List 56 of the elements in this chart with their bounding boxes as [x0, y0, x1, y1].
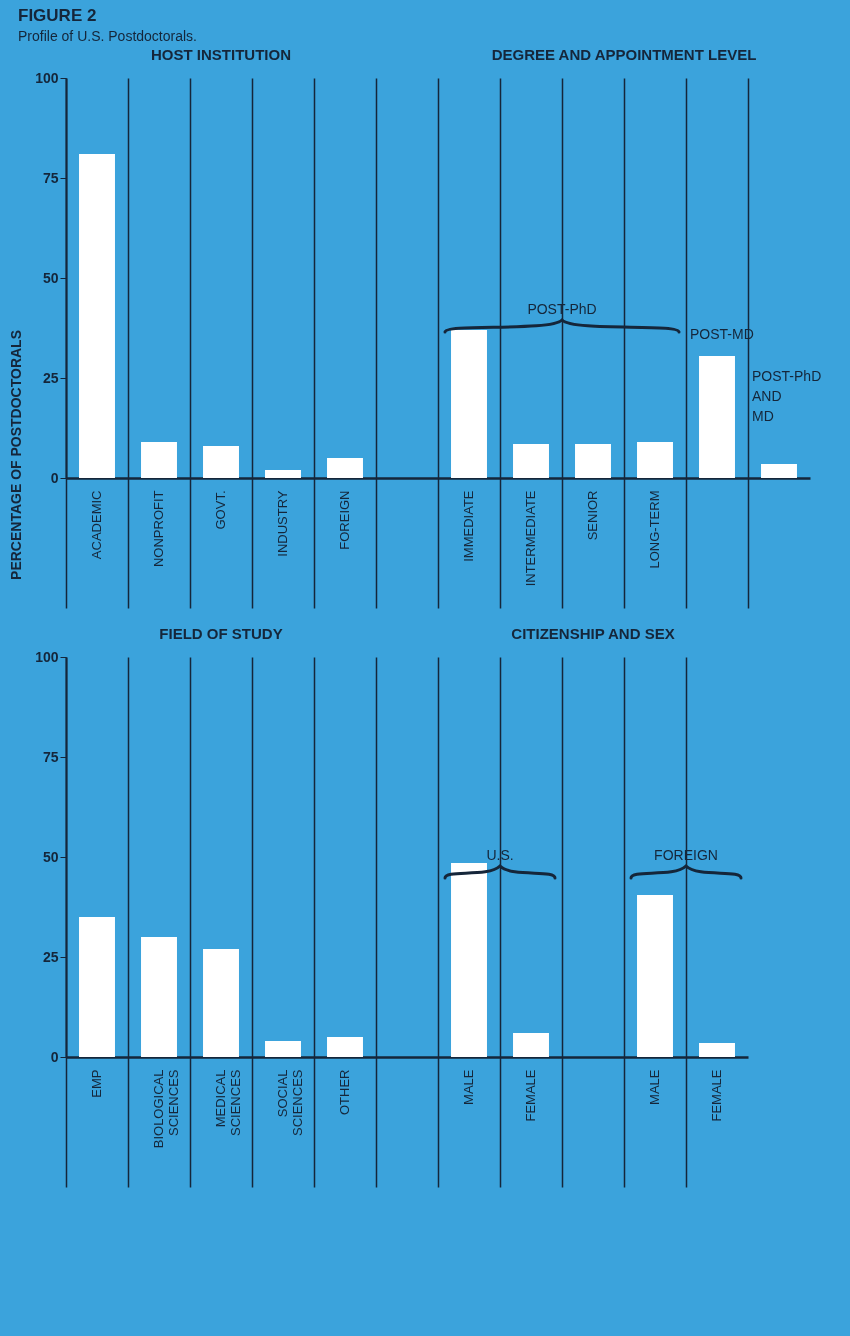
- bar: [265, 470, 301, 478]
- chart-title: FIGURE 2: [18, 6, 98, 26]
- bar: [79, 154, 115, 478]
- bar: [141, 937, 177, 1057]
- y-tick-label: 25: [42, 948, 59, 965]
- text: FIELD OF STUDY: [159, 625, 283, 642]
- x-tick-label: FOREIGN: [337, 490, 352, 550]
- x-tick-label: GOVT.: [213, 490, 228, 530]
- bar: [203, 949, 239, 1057]
- y-tick-label: 75: [42, 748, 59, 765]
- text: HOST INSTITUTION: [151, 46, 291, 63]
- bar: [575, 444, 611, 478]
- y-axis-title: PERCENTAGE OF POSTDOCTORALS: [8, 330, 24, 580]
- bar: [761, 464, 797, 478]
- x-tick-label: NONPROFIT: [151, 490, 166, 568]
- x-tick-label: IMMEDIATE: [461, 490, 476, 562]
- x-tick-label: FEMALE: [523, 1069, 538, 1122]
- bar: [451, 863, 487, 1057]
- y-tick-label: 50: [42, 269, 59, 286]
- bar: [203, 446, 239, 478]
- chart-subtitle: Profile of U.S. Postdoctorals.: [18, 28, 198, 44]
- x-tick-label: SOCIAL SCIENCES: [275, 1069, 305, 1136]
- x-tick-label: BIOLOGICAL SCIENCES: [151, 1069, 181, 1149]
- x-tick-label: LONG-TERM: [647, 490, 662, 569]
- bar: [141, 442, 177, 478]
- x-tick-label: OTHER: [337, 1069, 352, 1115]
- x-tick-label: MEDICAL SCIENCES: [213, 1069, 243, 1136]
- x-tick-label: FEMALE: [709, 1069, 724, 1122]
- y-tick-label: 25: [42, 369, 59, 386]
- bar: [513, 1033, 549, 1057]
- bar: [513, 444, 549, 478]
- text: CITIZENSHIP AND SEX: [511, 625, 675, 642]
- annotation: POST-PhD AND MD: [752, 368, 822, 424]
- x-tick-label: SENIOR: [585, 490, 600, 541]
- bar: [327, 458, 363, 478]
- y-tick-label: 100: [35, 648, 59, 665]
- x-tick-label: MALE: [461, 1069, 476, 1105]
- x-tick-label: INTERMEDIATE: [523, 490, 538, 587]
- y-tick-label: 50: [42, 848, 59, 865]
- bar: [79, 917, 115, 1057]
- bar: [699, 356, 735, 478]
- x-tick-label: INDUSTRY: [275, 490, 290, 557]
- y-tick-label: 75: [42, 169, 59, 186]
- x-tick-label: EMP: [89, 1069, 104, 1098]
- text: DEGREE AND APPOINTMENT LEVEL: [491, 46, 757, 63]
- x-tick-label: ACADEMIC: [89, 490, 104, 560]
- y-tick-label: 100: [35, 69, 59, 86]
- bar: [699, 1043, 735, 1057]
- y-tick-label: 0: [50, 1048, 59, 1065]
- bar: [451, 330, 487, 478]
- y-tick-label: 0: [50, 469, 59, 486]
- x-tick-label: MALE: [647, 1069, 662, 1105]
- bar: [265, 1041, 301, 1057]
- bar: [327, 1037, 363, 1057]
- bar: [637, 442, 673, 478]
- bar: [637, 895, 673, 1057]
